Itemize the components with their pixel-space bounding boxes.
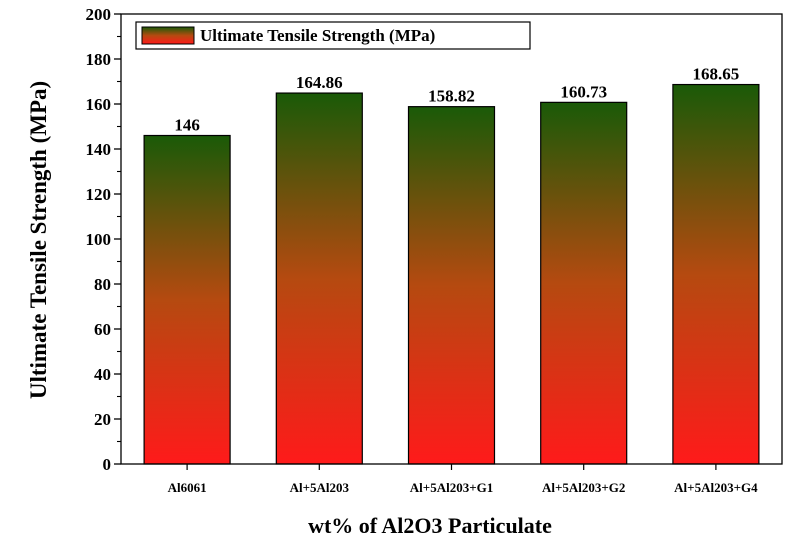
y-tick-label: 120 <box>86 185 112 204</box>
data-label: 146 <box>174 116 200 135</box>
x-axis-title: wt% of Al2O3 Particulate <box>308 513 552 538</box>
data-label: 164.86 <box>296 73 343 92</box>
axes: Al6061 Al+5Al203 Al+5Al203+G1 Al+5Al203+G2 A… <box>86 5 783 495</box>
x-tick-label: Al+5Al203+G4 <box>674 480 758 495</box>
legend-box <box>135 21 531 50</box>
x-tick-label: Al+5Al203+G2 <box>542 480 625 495</box>
bars: 146 164.86 158.82 160.73 168.65 <box>143 65 760 465</box>
bar-Al+5Al203 <box>275 92 363 465</box>
y-tick-label: 160 <box>86 95 112 114</box>
y-tick-label: 60 <box>94 320 111 339</box>
y-tick-label: 80 <box>94 275 111 294</box>
y-tick-label: 0 <box>103 455 112 474</box>
y-tick-label: 140 <box>86 140 112 159</box>
legend-label: Ultimate Tensile Strength (MPa) <box>200 26 435 45</box>
data-label: 158.82 <box>428 87 475 106</box>
legend-swatch <box>141 26 195 45</box>
y-tick-label: 200 <box>86 5 112 24</box>
bar-Al+5Al203+G1 <box>407 106 496 465</box>
y-axis-title: Ultimate Tensile Strength (MPa) <box>26 81 51 399</box>
y-tick-label: 40 <box>94 365 111 384</box>
bar-Al+5Al203+G2 <box>540 101 628 465</box>
y-tick-label: 20 <box>94 410 111 429</box>
bar-Al+5Al203+G4 <box>672 83 760 465</box>
x-tick-label: Al+5Al203+G1 <box>410 480 493 495</box>
data-label: 168.65 <box>693 65 740 84</box>
x-tick-label: Al6061 <box>168 480 207 495</box>
bar-Al6061 <box>143 134 231 465</box>
legend: Ultimate Tensile Strength (MPa) <box>135 21 531 50</box>
data-label: 160.73 <box>560 82 607 101</box>
y-tick-label: 180 <box>86 50 112 69</box>
x-tick-label: Al+5Al203 <box>290 480 350 495</box>
y-tick-label: 100 <box>86 230 112 249</box>
